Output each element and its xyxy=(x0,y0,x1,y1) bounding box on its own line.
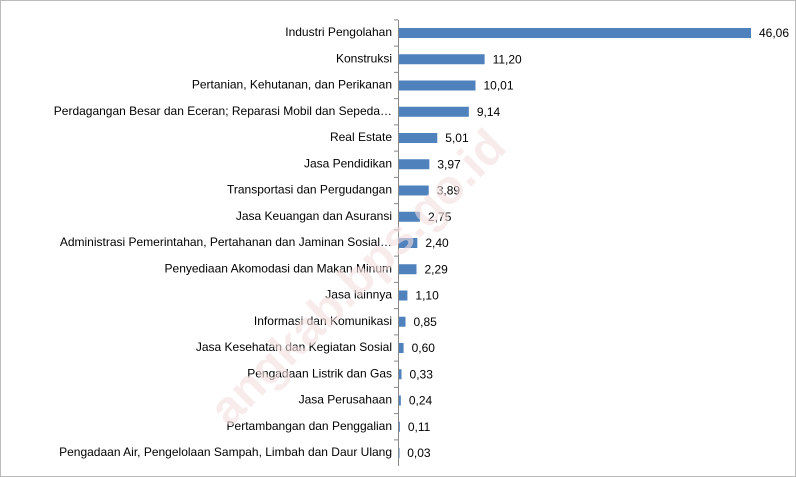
bar xyxy=(399,185,429,196)
bar xyxy=(399,343,404,353)
bar xyxy=(399,159,430,170)
category-label: Industri Pengolahan xyxy=(285,25,392,39)
bar xyxy=(399,290,408,301)
category-label: Pertanian, Kehutanan, dan Perikanan xyxy=(192,78,392,92)
bar xyxy=(399,80,476,91)
category-label: Informasi dan Komunikasi xyxy=(254,314,392,328)
bar xyxy=(399,316,406,327)
value-label: 2,40 xyxy=(425,236,449,250)
bar xyxy=(399,264,417,275)
value-label: 5,01 xyxy=(445,131,469,145)
value-label: 9,14 xyxy=(477,105,501,119)
category-label: Pertambangan dan Penggalian xyxy=(227,419,392,433)
bar xyxy=(399,133,438,143)
value-label: 3,97 xyxy=(437,157,461,171)
value-label: 11,20 xyxy=(493,52,522,66)
bar xyxy=(399,28,751,38)
value-label: 1,10 xyxy=(415,289,439,303)
category-label: Jasa Keuangan dan Asuransi xyxy=(236,209,392,223)
value-label: 0,11 xyxy=(408,420,431,434)
value-label: 2,29 xyxy=(425,262,449,276)
category-label: Jasa lainnya xyxy=(325,288,392,302)
bar xyxy=(399,106,469,117)
bar xyxy=(399,448,400,458)
value-label: 0,60 xyxy=(412,341,436,355)
category-label: Jasa Perusahaan xyxy=(299,393,392,407)
category-label: Penyediaan Akomodasi dan Makan Minum xyxy=(165,261,392,275)
value-label: 0,03 xyxy=(407,446,431,460)
value-label: 0,24 xyxy=(409,394,433,408)
bar xyxy=(399,238,418,248)
bar xyxy=(399,421,400,432)
value-label: 10,01 xyxy=(483,79,513,93)
value-label: 0,33 xyxy=(410,367,434,381)
category-label: Pengadaan Listrik dan Gas xyxy=(247,366,392,380)
bar xyxy=(399,369,402,380)
category-label: Real Estate xyxy=(330,130,392,144)
value-label: 0,85 xyxy=(413,315,437,329)
bar xyxy=(399,395,401,406)
bar xyxy=(399,54,485,65)
category-label: Jasa Kesehatan dan Kegiatan Sosial xyxy=(196,340,392,354)
category-label: Jasa Pendidikan xyxy=(304,156,392,170)
category-label: Perdagangan Besar dan Eceran; Reparasi M… xyxy=(54,104,392,118)
category-label: Administrasi Pemerintahan, Pertahanan da… xyxy=(60,235,392,249)
value-label: 2,75 xyxy=(428,210,452,224)
category-label: Transportasi dan Pergudangan xyxy=(227,183,392,197)
value-label: 46,06 xyxy=(759,26,789,40)
bar xyxy=(399,211,421,222)
category-label: Pengadaan Air, Pengelolaan Sampah, Limba… xyxy=(59,445,392,459)
value-label: 3,89 xyxy=(437,184,461,198)
category-label: Konstruksi xyxy=(336,51,392,65)
